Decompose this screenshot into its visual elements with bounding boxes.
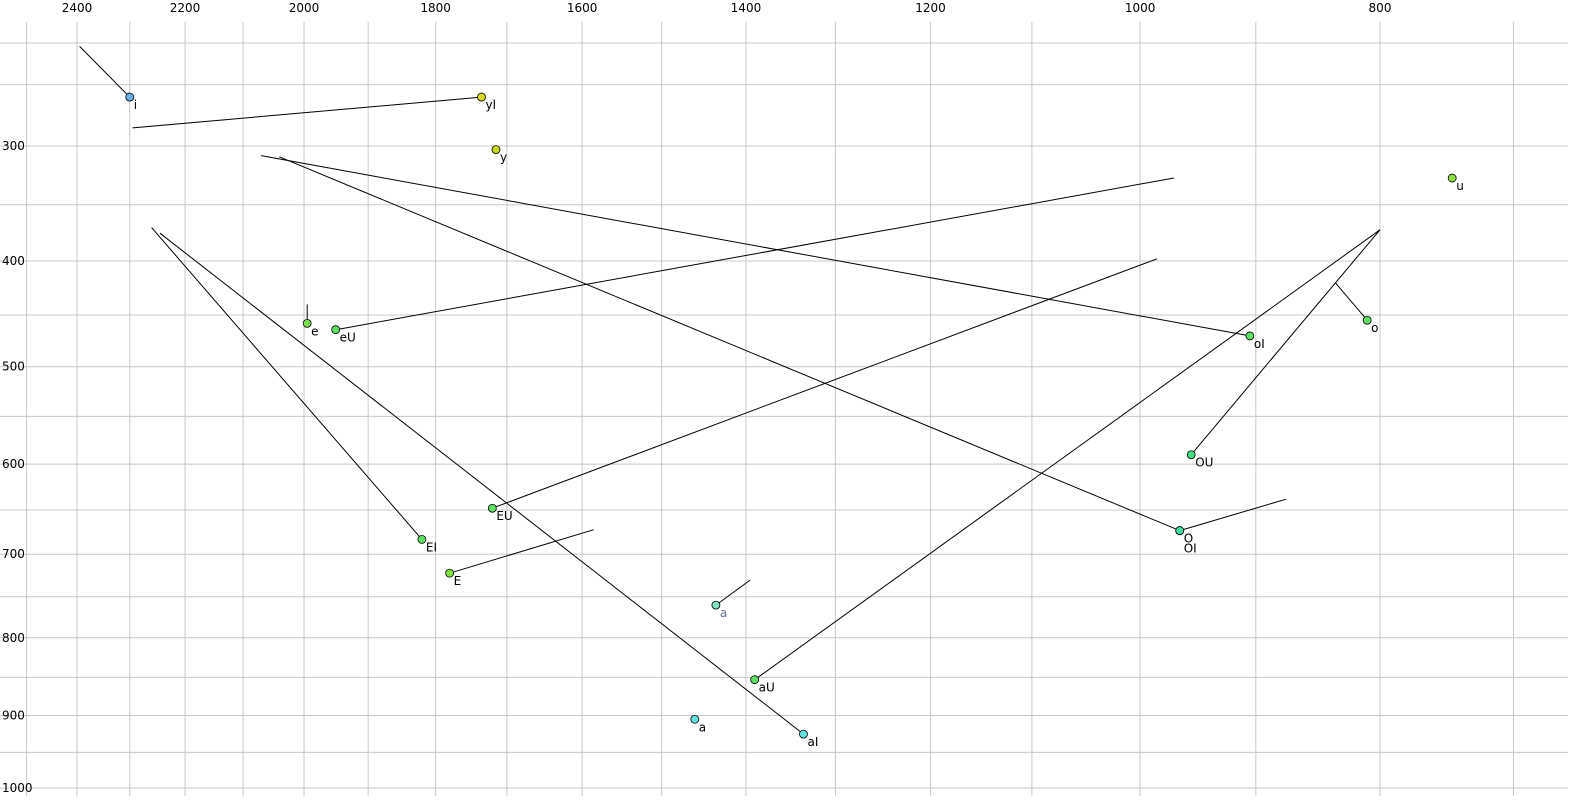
- vowel-label: yl: [486, 98, 496, 112]
- vowel-label: y: [500, 151, 507, 165]
- vowel-point: [1186, 450, 1196, 460]
- vowel-label: oI: [1254, 337, 1265, 351]
- vowel-point: [711, 600, 721, 610]
- vowel-point: [331, 325, 341, 335]
- formant-trail: [279, 156, 1180, 532]
- x-tick-label: 1600: [567, 1, 598, 15]
- y-tick-label: 300: [2, 139, 25, 153]
- formant-trail: [449, 529, 594, 574]
- x-tick-label: 2400: [62, 1, 93, 15]
- y-tick-label: 500: [2, 360, 25, 374]
- vowel-label: EU: [496, 509, 512, 523]
- y-tick-label: 800: [2, 631, 25, 645]
- vowel-label: O: [1184, 532, 1193, 546]
- vowel-point: [1175, 526, 1185, 535]
- y-tick-label: 1000: [2, 781, 33, 795]
- vowel-point: [1362, 315, 1372, 325]
- vowel-label: OI: [1184, 542, 1197, 556]
- vowel-label: e: [311, 324, 318, 338]
- vowel-point: [491, 145, 501, 154]
- formant-trail: [151, 227, 423, 540]
- vowel-label: aI: [807, 735, 818, 749]
- vowel-point: [750, 675, 760, 685]
- vowel-label: aU: [759, 681, 775, 695]
- y-tick-label: 400: [2, 254, 25, 268]
- vowel-point: [1245, 331, 1255, 341]
- y-tick-label: 700: [2, 547, 25, 561]
- x-tick-label: 1800: [420, 1, 451, 15]
- vowel-label: a: [699, 720, 706, 734]
- formant-trail: [1190, 229, 1381, 456]
- formant-trail: [132, 96, 482, 129]
- formant-trail: [1179, 498, 1287, 532]
- formant-trail: [335, 177, 1175, 331]
- formant-trail: [1335, 282, 1368, 321]
- vowel-point: [1447, 173, 1457, 183]
- x-tick-label: 2200: [170, 1, 201, 15]
- x-tick-label: 1000: [1125, 1, 1156, 15]
- formant-trail: [79, 46, 131, 98]
- y-tick-label: 900: [2, 709, 25, 723]
- x-tick-label: 2000: [289, 1, 320, 15]
- vowel-point: [799, 729, 808, 739]
- vowel-point: [477, 92, 486, 102]
- vowel-points: i yl y u e eU oI o OU EU OOI EI Ea aU a aI: [125, 92, 1464, 749]
- x-tick-label: 1400: [731, 1, 762, 15]
- vowel-label: EI: [426, 540, 437, 554]
- vowel-point: [487, 503, 497, 513]
- grid-lines: [0, 22, 1568, 796]
- formant-trails: [79, 46, 1381, 735]
- vowel-label: o: [1371, 321, 1378, 335]
- x-tick-label: 1200: [915, 1, 946, 15]
- vowel-point: [445, 568, 455, 578]
- x-tick-labels: 2400 2200 2000 1800 1600 1400 1200 1000 800: [62, 1, 1392, 15]
- vowel-label: eU: [340, 331, 356, 345]
- formant-trail: [754, 229, 1381, 681]
- formant-trail: [261, 155, 1250, 337]
- y-tick-labels: 300 400 500 600 700 800 900 1000: [2, 139, 33, 795]
- vowel-point: [690, 714, 700, 724]
- vowel-label: u: [1456, 179, 1464, 193]
- y-tick-label: 600: [2, 457, 25, 471]
- vowel-label: a: [720, 606, 727, 620]
- formant-trail: [159, 232, 804, 735]
- vowel-label: i: [134, 98, 137, 112]
- vowel-point: [302, 318, 312, 328]
- vowel-label: E: [454, 574, 462, 588]
- vowel-point: [417, 534, 427, 544]
- vowel-point: [125, 92, 135, 102]
- formant-trail: [715, 579, 751, 606]
- x-tick-label: 800: [1369, 1, 1392, 15]
- vowel-label: OU: [1195, 456, 1213, 470]
